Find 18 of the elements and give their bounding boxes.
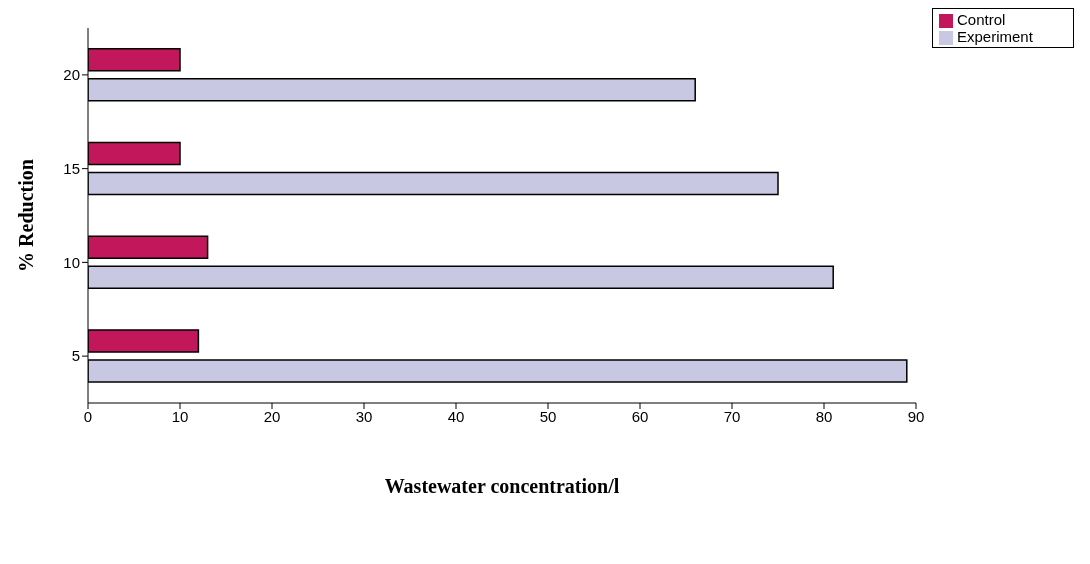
x-tick-label: 70 [723, 407, 741, 425]
x-tick-label: 0 [83, 407, 93, 425]
x-tick-label: 40 [447, 407, 465, 425]
x-tick-label: 30 [355, 407, 373, 425]
y-tick-label: 20 [63, 66, 80, 84]
x-tick-label: 80 [815, 407, 833, 425]
legend-label: Control [957, 11, 1006, 28]
x-axis-title: Wastewater concentration/l [384, 475, 620, 497]
legend-label: Experiment [957, 28, 1033, 46]
y-tick-label: 5 [71, 347, 80, 365]
x-tick-label: 50 [539, 407, 557, 425]
x-tick-label: 20 [263, 407, 281, 425]
y-tick-label: 15 [63, 159, 80, 177]
x-tick-label: 10 [171, 407, 189, 425]
y-axis-title: % Reduction [15, 159, 38, 272]
x-tick-label: 60 [631, 407, 649, 425]
x-tick-label: 90 [907, 407, 925, 425]
y-tick-label: 10 [63, 253, 80, 271]
